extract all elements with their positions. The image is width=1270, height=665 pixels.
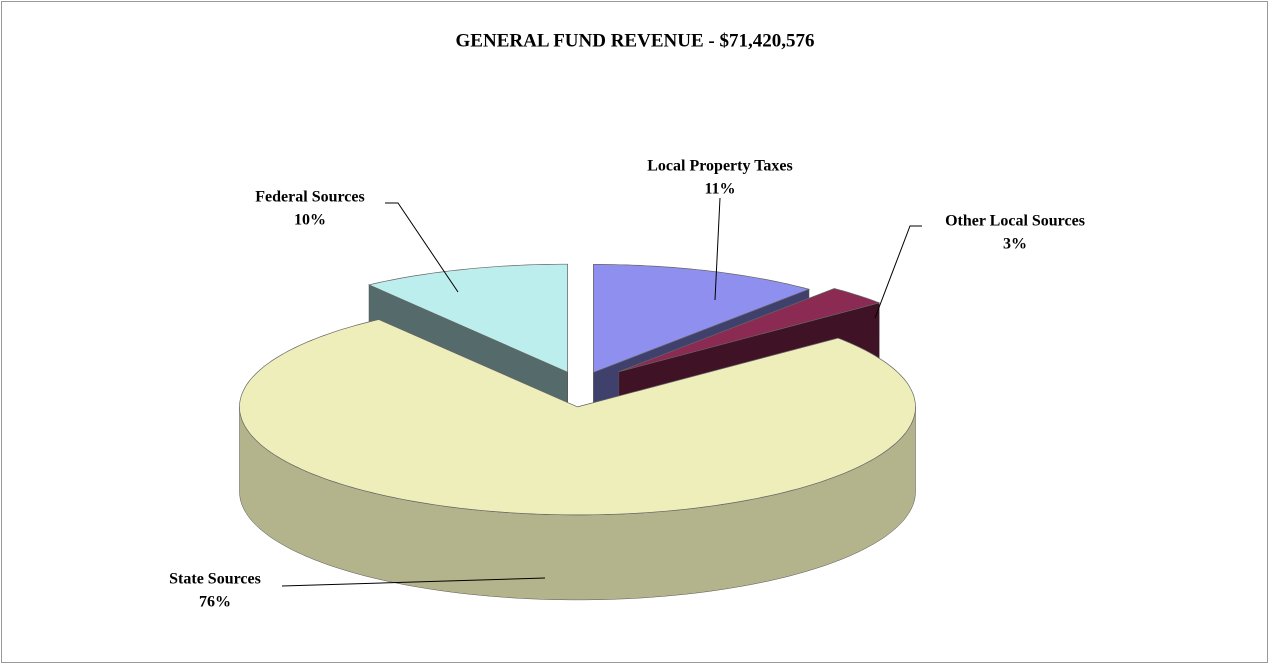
slice-label: Federal Sources (255, 189, 364, 206)
slice-value: 10% (294, 212, 326, 229)
slice-value: 3% (1003, 236, 1027, 253)
slice (239, 319, 916, 516)
leader-line (385, 202, 459, 293)
slice-label: Local Property Taxes (647, 158, 792, 175)
slice (618, 288, 881, 373)
slice (367, 263, 568, 373)
slice (593, 264, 811, 373)
slice-label: Other Local Sources (945, 213, 1085, 230)
leader-line (714, 197, 721, 301)
slice-label: State Sources (169, 571, 261, 588)
chart-title: GENERAL FUND REVENUE - $71,420,576 (456, 30, 815, 51)
leader-line (874, 225, 922, 319)
leader-line (281, 577, 546, 587)
slice-value: 76% (199, 594, 231, 611)
slice-value: 11% (704, 181, 735, 198)
